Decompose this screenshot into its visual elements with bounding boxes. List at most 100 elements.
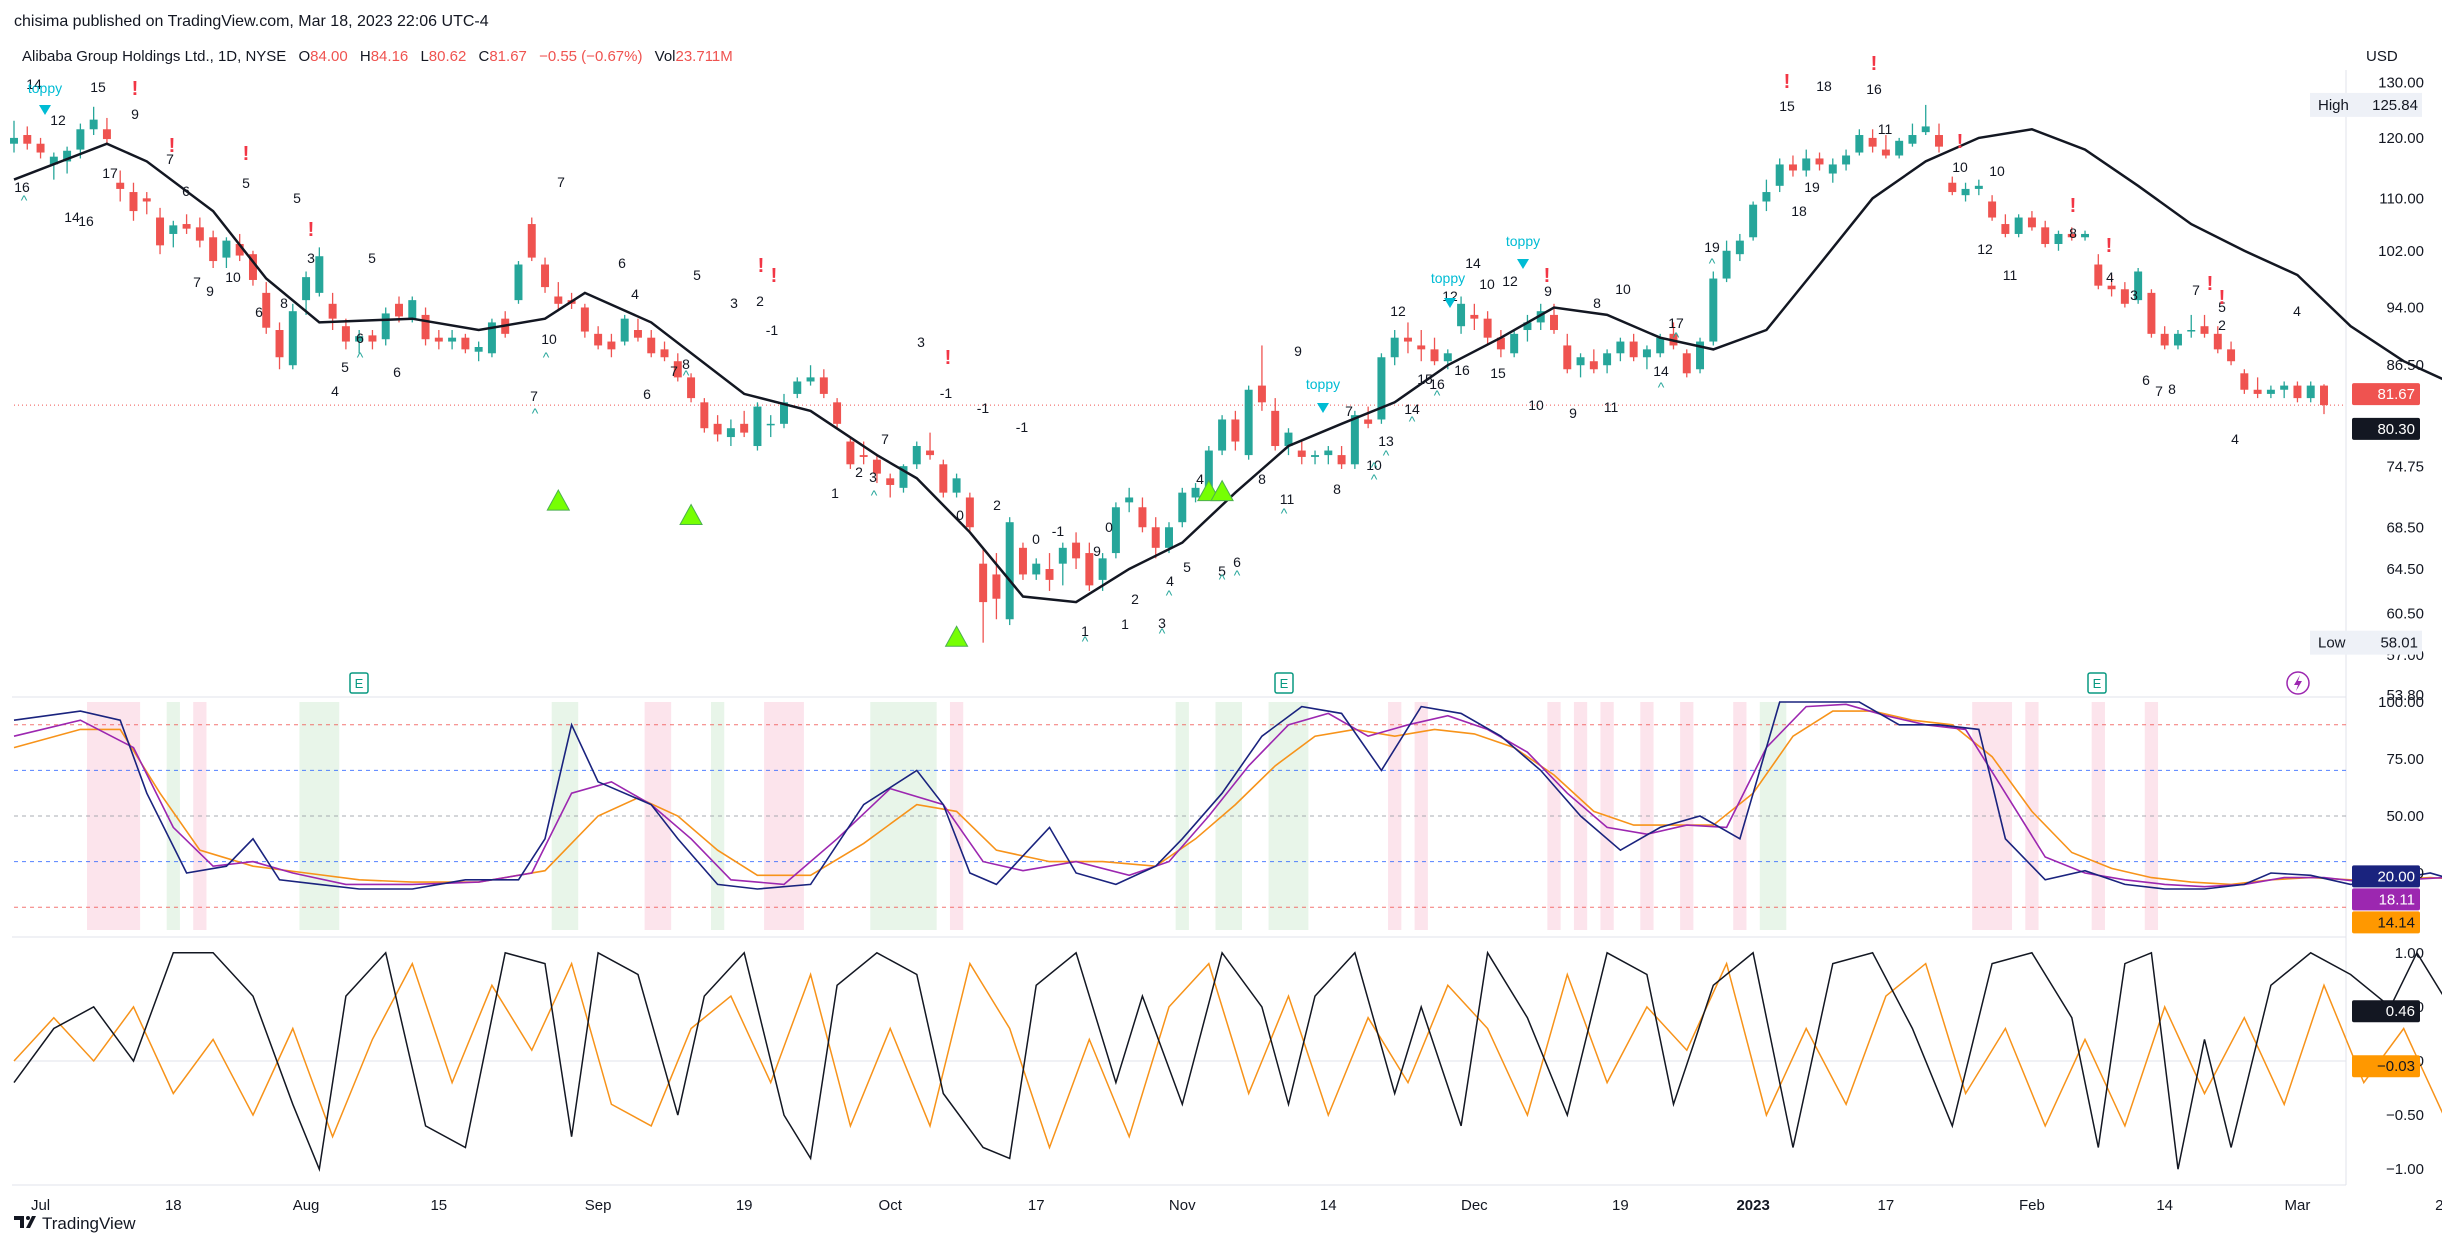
count-label: 9 bbox=[1569, 405, 1577, 421]
count-label: -1 bbox=[1016, 419, 1029, 435]
sell-marker: ! bbox=[243, 143, 250, 165]
candle-body bbox=[434, 337, 443, 342]
count-label: 3 bbox=[917, 334, 925, 350]
candle-body bbox=[859, 455, 868, 457]
sell-marker: ! bbox=[1544, 265, 1551, 287]
time-tick-label: 14 bbox=[2156, 1197, 2173, 1214]
count-label: 3 bbox=[730, 295, 738, 311]
published-caption: chisima published on TradingView.com, Ma… bbox=[14, 13, 489, 30]
candle-body bbox=[1045, 569, 1054, 580]
candle-body bbox=[1430, 349, 1439, 362]
count-label: 6 bbox=[618, 255, 626, 271]
candle-body bbox=[248, 254, 257, 280]
count-label: -1 bbox=[940, 385, 953, 401]
candle-body bbox=[408, 300, 417, 319]
count-label: 2 bbox=[993, 497, 1001, 513]
count-label: 10 bbox=[225, 269, 241, 285]
earnings-badge[interactable]: E bbox=[2087, 672, 2107, 694]
count-label: 12 bbox=[50, 112, 66, 128]
count-label: 10 bbox=[1479, 276, 1495, 292]
count-label: 8 bbox=[280, 295, 288, 311]
last-price-badge-bg bbox=[2352, 383, 2420, 406]
count-label: 8 bbox=[1258, 471, 1266, 487]
candle-body bbox=[1722, 250, 1731, 279]
buy-signal-markers: !!!!! !!!!!!!!!!^^ ^^^^^ ^^^ ^^^^^^ ^^^^ bbox=[21, 53, 2226, 649]
count-label: 6 bbox=[255, 304, 263, 320]
earnings-badge[interactable]: E bbox=[1274, 672, 1294, 694]
buy-triangle bbox=[944, 625, 969, 647]
count-label: 10 bbox=[1989, 163, 2005, 179]
count-label: 2 bbox=[855, 464, 863, 480]
candle-body bbox=[952, 478, 961, 493]
candle-body bbox=[660, 349, 669, 358]
candle-body bbox=[1125, 497, 1134, 503]
candle-body bbox=[713, 423, 722, 435]
open-label: O bbox=[298, 48, 310, 65]
toppy-label: toppy bbox=[28, 80, 62, 96]
time-tick-label: Aug bbox=[293, 1197, 320, 1214]
candle-body bbox=[833, 402, 842, 424]
candle-body bbox=[1218, 419, 1227, 451]
count-label: 0 bbox=[956, 507, 964, 523]
toppy-marker bbox=[1317, 403, 1329, 413]
d-value-badge-bg bbox=[2352, 888, 2420, 911]
count-label: 7 bbox=[530, 388, 538, 404]
oscillator-tick-label: 50.00 bbox=[2386, 808, 2424, 825]
count-label: 15 bbox=[90, 79, 106, 95]
candle-body bbox=[1151, 527, 1160, 548]
black-line bbox=[13, 950, 2442, 1172]
candle-body bbox=[1842, 155, 1851, 165]
count-label: 16 bbox=[14, 179, 30, 195]
price-tick-label: 60.50 bbox=[2386, 605, 2424, 622]
count-label: 17 bbox=[102, 165, 118, 181]
candle-body bbox=[1948, 182, 1957, 193]
count-label: 10 bbox=[1528, 397, 1544, 413]
candle-body bbox=[992, 574, 1001, 599]
sell-marker: ! bbox=[1957, 131, 1964, 153]
time-tick-label: Sep bbox=[585, 1197, 612, 1214]
count-label: 14 bbox=[1653, 363, 1669, 379]
candle-body bbox=[1656, 337, 1665, 354]
count-label: -1 bbox=[766, 322, 779, 338]
count-label: 8 bbox=[1333, 481, 1341, 497]
candle-body bbox=[514, 264, 523, 301]
count-label: 9 bbox=[131, 106, 139, 122]
candle-body bbox=[607, 341, 616, 350]
candle-body bbox=[2107, 285, 2116, 290]
brand-name: TradingView bbox=[42, 1214, 136, 1233]
candle-body bbox=[1523, 322, 1532, 331]
candle-body bbox=[926, 450, 935, 456]
ma-value-badge-bg bbox=[2352, 417, 2420, 440]
candle-body bbox=[368, 335, 377, 342]
candle-body bbox=[355, 336, 364, 342]
time-tick-label: Jul bbox=[31, 1197, 50, 1214]
candle-body bbox=[1483, 318, 1492, 338]
candle-body bbox=[1709, 278, 1718, 342]
candle-body bbox=[1629, 341, 1638, 358]
candle-body bbox=[1072, 542, 1081, 559]
lightning-icon[interactable] bbox=[2286, 671, 2310, 695]
oscillator-tick-label: −1.00 bbox=[2386, 1161, 2424, 1178]
candle-body bbox=[2067, 233, 2076, 238]
candle-body bbox=[594, 333, 603, 346]
candle-body bbox=[116, 182, 125, 189]
candle-body bbox=[262, 292, 271, 328]
count-label: 3 bbox=[2130, 287, 2138, 303]
sell-marker: ! bbox=[771, 265, 778, 287]
candle-body bbox=[1244, 389, 1253, 456]
candle-body bbox=[1311, 455, 1320, 457]
count-label: 9 bbox=[1093, 543, 1101, 559]
candle-body bbox=[2187, 330, 2196, 332]
candle-body bbox=[1802, 158, 1811, 171]
candle-body bbox=[288, 311, 297, 366]
signal-band bbox=[166, 702, 180, 930]
signal-band bbox=[710, 702, 725, 930]
count-label: -1 bbox=[1052, 523, 1065, 539]
ma-value-badge: 80.30 bbox=[2377, 421, 2415, 438]
sell-marker: ! bbox=[308, 219, 315, 241]
candle-body bbox=[633, 330, 642, 338]
count-label: 12 bbox=[1390, 303, 1406, 319]
candle-body bbox=[129, 192, 138, 212]
earnings-badge[interactable]: E bbox=[349, 672, 369, 694]
count-label: 10 bbox=[1366, 457, 1382, 473]
